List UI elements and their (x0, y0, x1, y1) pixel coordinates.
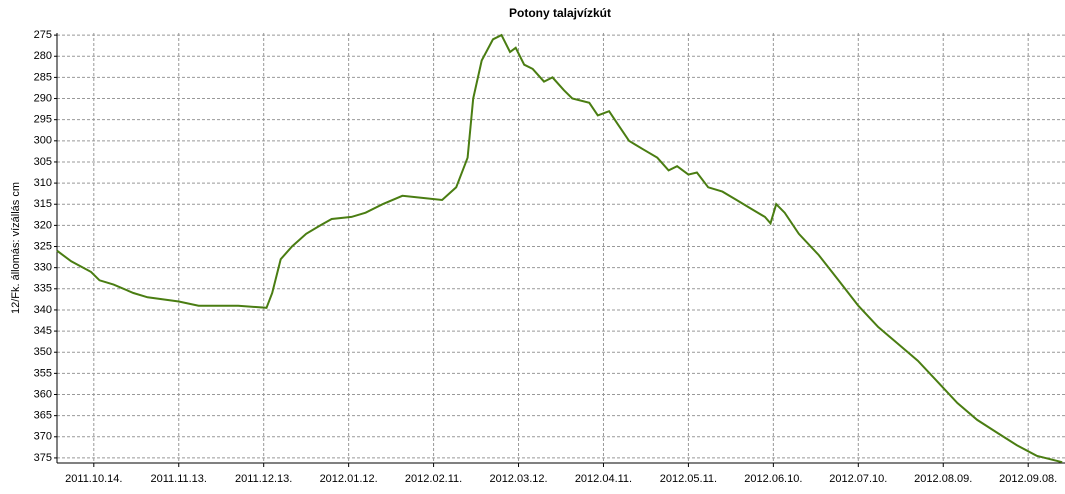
y-tick-label: 330 (34, 262, 52, 274)
y-tick-label: 370 (34, 431, 52, 443)
y-tick-label: 360 (34, 388, 52, 400)
y-tick-label: 375 (34, 452, 52, 464)
x-tick-label: 2012.03.12. (489, 473, 547, 485)
x-tick-label: 2012.01.12. (320, 473, 378, 485)
x-tick-label: 2012.06.10. (744, 473, 802, 485)
x-tick-label: 2012.05.11. (660, 473, 717, 485)
chart-title: Potony talajvízkút (509, 6, 611, 20)
y-tick-label: 285 (34, 71, 52, 83)
y-tick-label: 310 (34, 177, 52, 189)
y-tick-label: 280 (34, 50, 52, 62)
y-axis-label: 12/Fk. állomás: vízállás cm (10, 182, 22, 314)
y-tick-label: 295 (34, 114, 52, 126)
x-tick-label: 2011.10.14. (65, 473, 122, 485)
data-line (56, 33, 1063, 464)
x-tick-label: 2012.08.09. (914, 473, 972, 485)
y-tick-label: 335 (34, 283, 52, 295)
y-tick-label: 350 (34, 346, 52, 358)
y-tick-label: 355 (34, 367, 52, 379)
y-tick-label: 275 (34, 29, 52, 41)
y-tick-label: 290 (34, 92, 52, 104)
x-tick-label: 2012.04.11. (575, 473, 632, 485)
y-tick-label: 345 (34, 325, 52, 337)
y-tick-label: 320 (34, 219, 52, 231)
y-tick-label: 340 (34, 304, 52, 316)
y-tick-label: 305 (34, 156, 52, 168)
x-tick-label: 2012.02.11. (405, 473, 462, 485)
x-tick-label: 2011.11.13. (151, 473, 207, 485)
x-tick-label: 2012.07.10. (829, 473, 887, 485)
y-tick-label: 315 (34, 198, 52, 210)
y-tick-label: 325 (34, 240, 52, 252)
x-tick-label: 2012.09.08. (999, 473, 1057, 485)
y-tick-label: 300 (34, 135, 52, 147)
x-tick-label: 2011.12.13. (235, 473, 292, 485)
y-tick-label: 365 (34, 410, 52, 422)
